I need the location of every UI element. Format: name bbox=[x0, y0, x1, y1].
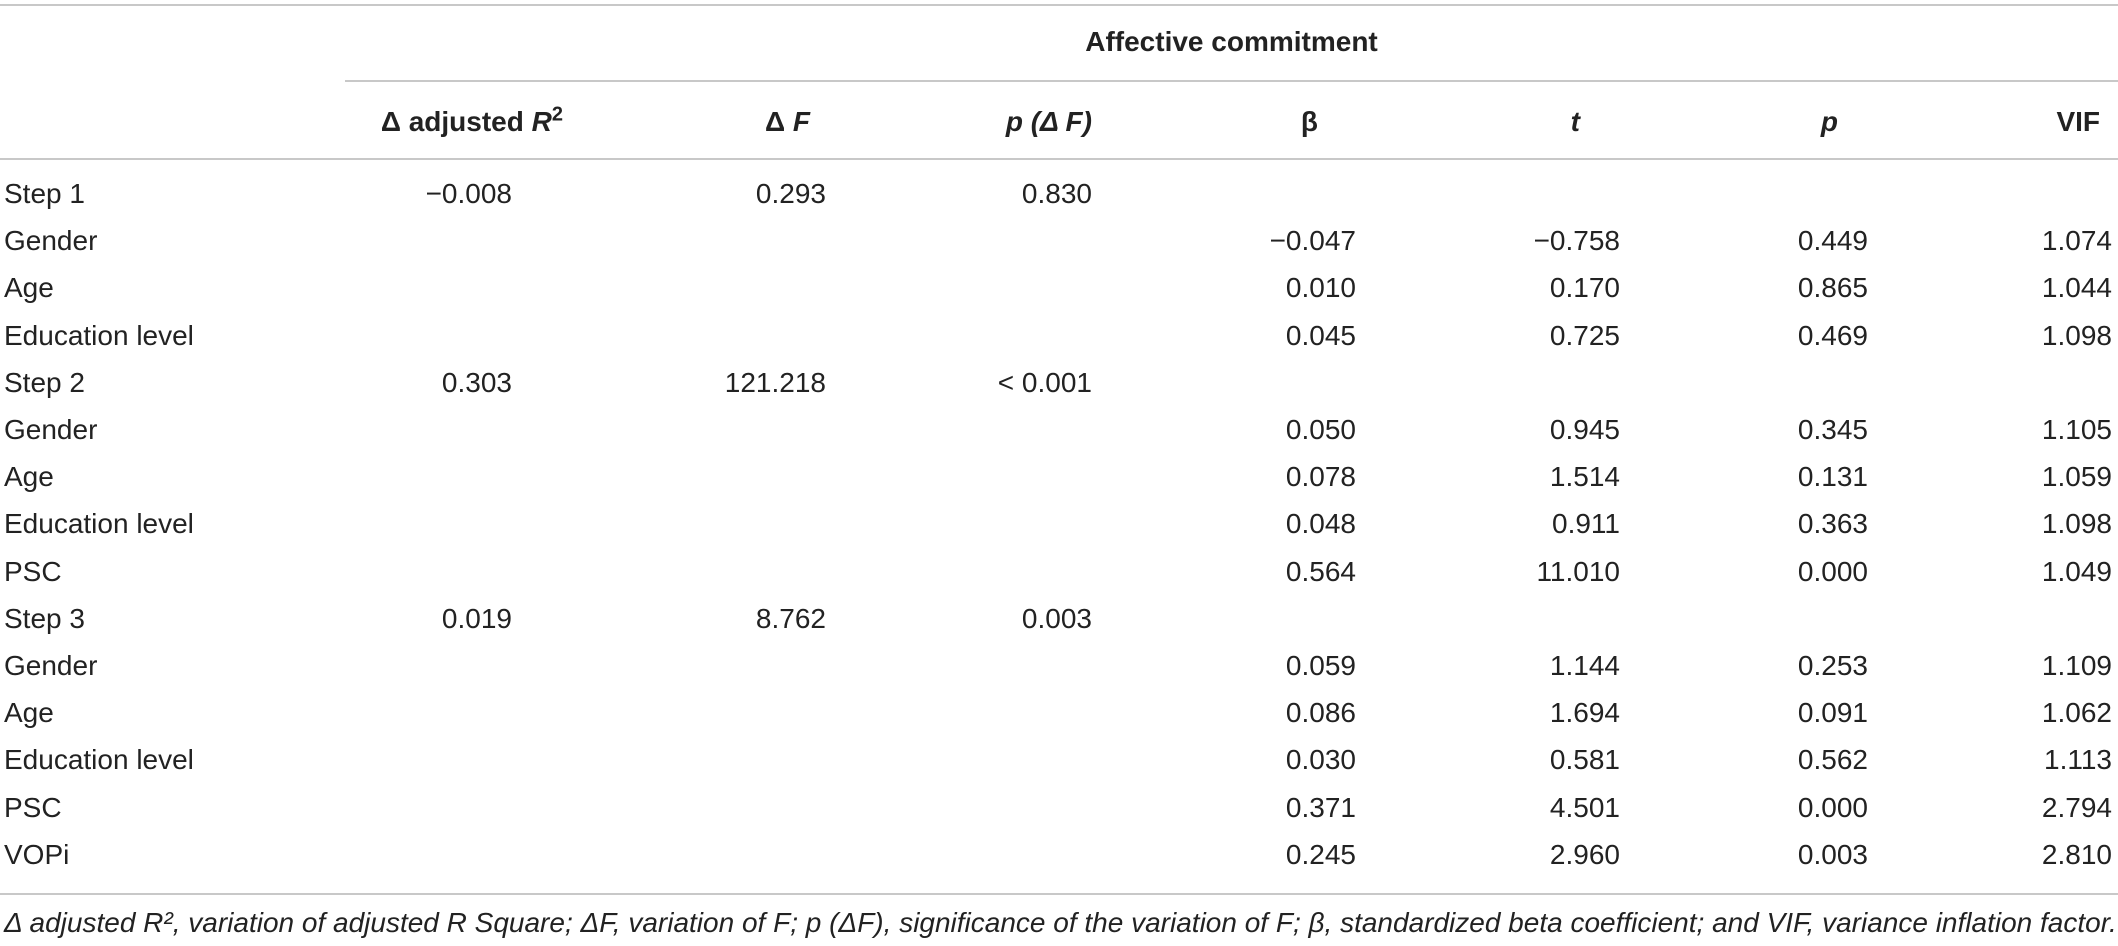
table-cell: 0.581 bbox=[1549, 744, 1620, 776]
column-header: β bbox=[1301, 102, 1318, 142]
table-cell: 0.019 bbox=[441, 602, 512, 634]
table-cell: 2.810 bbox=[2041, 838, 2112, 870]
table-cell: 0.030 bbox=[1285, 744, 1356, 776]
row-label: Step 2 bbox=[4, 366, 85, 398]
table-cell: 0.059 bbox=[1285, 650, 1356, 681]
table-cell: 8.762 bbox=[755, 602, 826, 634]
table-cell: 1.098 bbox=[2041, 508, 2112, 540]
row-label: Gender bbox=[4, 650, 98, 681]
table-cell: 1.694 bbox=[1549, 697, 1620, 729]
table-cell: 0.003 bbox=[1797, 838, 1868, 870]
table-cell: 0.086 bbox=[1285, 697, 1356, 729]
table-cell: 0.945 bbox=[1549, 414, 1620, 445]
table-cell: 2.794 bbox=[2041, 791, 2112, 823]
table-cell: 11.010 bbox=[1536, 555, 1620, 587]
group-header: Affective commitment bbox=[1085, 26, 1378, 57]
table-cell: 0.000 bbox=[1797, 555, 1868, 587]
column-header: VIF bbox=[2056, 102, 2100, 142]
column-header: Δ F bbox=[765, 102, 810, 142]
row-label: VOPi bbox=[4, 838, 70, 870]
table-cell: 1.074 bbox=[2041, 225, 2112, 257]
row-label: Education level bbox=[4, 508, 194, 540]
table-cell: 0.253 bbox=[1797, 650, 1868, 681]
table-cell: 4.501 bbox=[1549, 791, 1620, 823]
table-cell: 0.091 bbox=[1797, 697, 1868, 729]
table-top-rule bbox=[0, 4, 2118, 6]
table-cell: 0.449 bbox=[1797, 225, 1868, 257]
row-label: Age bbox=[4, 697, 54, 729]
column-header-symbol: R bbox=[531, 106, 552, 137]
table-cell: 0.078 bbox=[1285, 461, 1356, 493]
table-cell: 0.000 bbox=[1797, 791, 1868, 823]
table-cell: 0.469 bbox=[1797, 319, 1868, 351]
column-header: p bbox=[1821, 102, 1838, 142]
column-header-symbol: VIF bbox=[2056, 106, 2100, 137]
row-label: Education level bbox=[4, 744, 194, 776]
table-cell: 0.303 bbox=[441, 366, 512, 398]
table-cell: −0.758 bbox=[1533, 225, 1620, 257]
column-header: t bbox=[1571, 102, 1580, 142]
table-cell: −0.008 bbox=[425, 178, 512, 209]
table-cell: 1.113 bbox=[2044, 744, 2112, 776]
column-header-symbol: F bbox=[792, 106, 810, 137]
table-cell: 1.514 bbox=[1549, 461, 1620, 493]
column-header-symbol: p bbox=[1820, 106, 1838, 137]
table-cell: 0.170 bbox=[1549, 272, 1620, 304]
row-label: Gender bbox=[4, 225, 98, 257]
table-cell: 0.725 bbox=[1549, 319, 1620, 351]
column-header-superscript: 2 bbox=[551, 103, 563, 126]
table-cell: 0.010 bbox=[1285, 272, 1356, 304]
table-cell: 1.144 bbox=[1549, 650, 1620, 681]
table-cell: 0.911 bbox=[1552, 508, 1620, 540]
row-label: Education level bbox=[4, 319, 194, 351]
table-cell: 1.109 bbox=[2041, 650, 2112, 681]
table-cell: 0.048 bbox=[1285, 508, 1356, 540]
table-cell: 0.003 bbox=[1021, 602, 1092, 634]
table-cell: 0.363 bbox=[1797, 508, 1868, 540]
table-cell: 0.371 bbox=[1285, 791, 1356, 823]
table-cell: 0.045 bbox=[1285, 319, 1356, 351]
row-label: Gender bbox=[4, 414, 98, 445]
column-header: Δ adjusted R2 bbox=[381, 102, 563, 142]
table-cell: −0.047 bbox=[1269, 225, 1356, 257]
table-cell: 0.050 bbox=[1285, 414, 1356, 445]
row-label: Step 1 bbox=[4, 178, 85, 209]
column-header-symbol: t bbox=[1570, 106, 1580, 137]
table-cell: < 0.001 bbox=[997, 366, 1092, 398]
column-header-prefix: Δ bbox=[764, 106, 793, 137]
group-header-rule bbox=[345, 80, 2118, 82]
column-header-prefix: Δ adjusted bbox=[380, 106, 532, 137]
table-footnote: Δ adjusted R², variation of adjusted R S… bbox=[4, 907, 2117, 938]
table-cell: 0.564 bbox=[1285, 555, 1356, 587]
table-cell: 0.562 bbox=[1797, 744, 1868, 776]
table-cell: 2.960 bbox=[1549, 838, 1620, 870]
table-cell: 1.098 bbox=[2041, 319, 2112, 351]
table-cell: 0.865 bbox=[1797, 272, 1868, 304]
column-header-symbol: p (Δ F) bbox=[1005, 106, 1092, 137]
row-label: Age bbox=[4, 272, 54, 304]
table-cell: 1.059 bbox=[2041, 461, 2112, 493]
table-cell: 0.131 bbox=[1797, 461, 1868, 493]
table-cell: 121.218 bbox=[724, 366, 826, 398]
header-bottom-rule bbox=[0, 158, 2118, 160]
table-bottom-rule bbox=[0, 893, 2118, 895]
row-label: Age bbox=[4, 461, 54, 493]
table-cell: 0.830 bbox=[1021, 178, 1092, 209]
table-cell: 1.105 bbox=[2041, 414, 2112, 445]
row-label: Step 3 bbox=[4, 602, 85, 634]
row-label: PSC bbox=[4, 791, 62, 823]
table-cell: 0.245 bbox=[1285, 838, 1356, 870]
table-cell: 1.049 bbox=[2041, 555, 2112, 587]
column-header-symbol: β bbox=[1300, 106, 1318, 137]
row-label: PSC bbox=[4, 555, 62, 587]
table-cell: 1.044 bbox=[2041, 272, 2112, 304]
table-cell: 1.062 bbox=[2041, 697, 2112, 729]
table-cell: 0.293 bbox=[755, 178, 826, 209]
column-header: p (Δ F) bbox=[1006, 102, 1092, 142]
table-cell: 0.345 bbox=[1797, 414, 1868, 445]
